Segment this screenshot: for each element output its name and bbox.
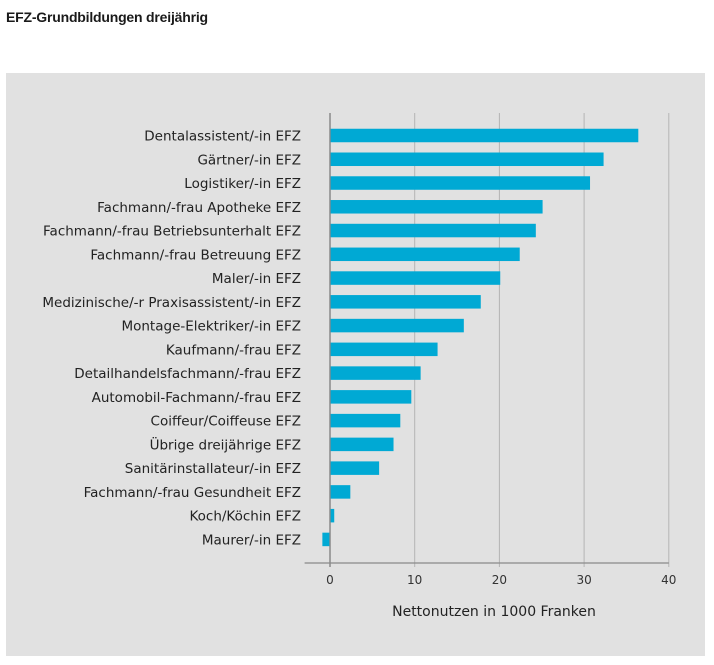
- x-axis-title: Nettonutzen in 1000 Franken: [392, 604, 596, 620]
- category-label: Montage-Elektriker/-in EFZ: [121, 319, 301, 335]
- bar: [330, 247, 520, 262]
- bar: [330, 223, 536, 238]
- x-tick-label: 10: [407, 573, 422, 587]
- category-label: Fachmann/-frau Betriebsunterhalt EFZ: [43, 224, 301, 240]
- bar: [330, 342, 438, 357]
- bar: [330, 508, 335, 523]
- category-label: Dentalassistent/-in EFZ: [144, 129, 301, 145]
- category-label: Fachmann/-frau Betreuung EFZ: [90, 247, 301, 263]
- category-label: Maurer/-in EFZ: [202, 532, 301, 548]
- category-label: Sanitärinstallateur/-in EFZ: [125, 461, 301, 477]
- category-label: Übrige dreijährige EFZ: [150, 435, 301, 453]
- x-tick-label: 40: [661, 573, 676, 587]
- bar: [330, 413, 401, 428]
- bar: [330, 485, 351, 499]
- bar: [330, 176, 591, 190]
- x-tick-label: 0: [326, 573, 334, 587]
- category-label: Logistiker/-in EFZ: [184, 176, 301, 192]
- bars: [322, 128, 639, 547]
- category-label: Automobil-Fachmann/-frau EFZ: [92, 390, 301, 406]
- bar: [330, 271, 501, 285]
- x-axis: 0 10 20 30 40: [304, 113, 676, 587]
- bar: [330, 128, 639, 143]
- category-label: Kaufmann/-frau EFZ: [166, 342, 301, 358]
- bar: [330, 295, 481, 309]
- bar: [330, 200, 543, 214]
- bar: [322, 532, 330, 547]
- category-label: Detailhandelsfachmann/-frau EFZ: [74, 366, 301, 382]
- x-tick-label: 30: [576, 573, 591, 587]
- category-label: Maler/-in EFZ: [212, 271, 301, 287]
- category-label: Gärtner/-in EFZ: [197, 152, 301, 168]
- category-label: Koch/Köchin EFZ: [189, 509, 301, 525]
- bar: [330, 437, 394, 452]
- chart-panel: [6, 73, 705, 656]
- category-label: Fachmann/-frau Apotheke EFZ: [97, 200, 301, 216]
- category-label: Medizinische/-r Praxisassistent/-in EFZ: [42, 295, 301, 311]
- bar: [330, 152, 604, 167]
- bar: [330, 318, 464, 333]
- category-labels: Dentalassistent/-in EFZ Gärtner/-in EFZ Lo…: [42, 129, 301, 549]
- bar: [330, 461, 380, 475]
- bar: [330, 366, 421, 380]
- x-tick-label: 20: [492, 573, 507, 587]
- page-title: EFZ-Grundbildungen dreijährig: [6, 9, 208, 25]
- category-label: Coiffeur/Coiffeuse EFZ: [151, 414, 301, 430]
- category-label: Fachmann/-frau Gesundheit EFZ: [84, 485, 301, 501]
- bar: [330, 390, 412, 404]
